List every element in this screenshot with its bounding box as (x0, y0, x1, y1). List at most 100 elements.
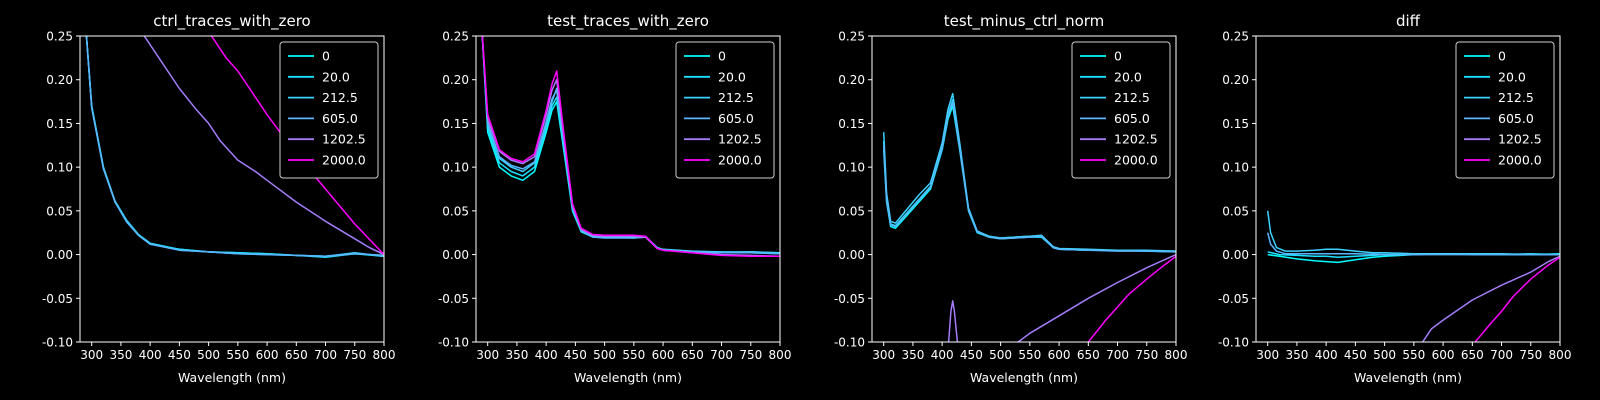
chart-title: test_minus_ctrl_norm (944, 12, 1105, 31)
y-tick-label: -0.05 (834, 292, 865, 306)
x-tick-label: 600 (652, 348, 675, 362)
plot-frame (1255, 35, 1561, 343)
y-tick-label: 0.05 (1222, 204, 1249, 218)
x-axis-label: Wavelength (nm) (1354, 370, 1462, 385)
y-tick-label: -0.10 (42, 336, 73, 350)
x-tick-label: 500 (197, 348, 220, 362)
x-tick-label: 650 (1077, 348, 1100, 362)
chart-title: test_traces_with_zero (547, 12, 709, 31)
x-tick-label: 750 (739, 348, 762, 362)
legend-entry: 0 (718, 49, 726, 64)
series-group (85, 36, 384, 258)
legend-entry: 212.5 (1498, 90, 1534, 105)
y-tick-label: -0.10 (438, 336, 469, 350)
series-line-1202.5 (947, 253, 1176, 342)
plot-frame (79, 35, 385, 343)
series-line-2000.0 (1474, 256, 1560, 342)
series-line-2000.0 (1087, 255, 1176, 342)
x-tick-label: 500 (1373, 348, 1396, 362)
y-tick-label: 0.20 (46, 73, 73, 87)
x-tick-label: 600 (1048, 348, 1071, 362)
series-line-1202.5 (1421, 255, 1560, 342)
chart-panel-4: 300 350 400 450 500 550 600 650 700 750 800 -0.10 -0… (1218, 12, 1572, 385)
y-tick-label: 0.25 (46, 30, 73, 44)
series-group (882, 92, 1176, 342)
y-tick-label: 0.15 (46, 117, 73, 131)
x-tick-label: 350 (1285, 348, 1308, 362)
x-tick-label: 300 (80, 348, 103, 362)
legend-entry: 605.0 (718, 111, 754, 126)
legend-entry: 212.5 (1114, 90, 1150, 105)
x-tick-label: 700 (314, 348, 337, 362)
x-tick-label: 700 (710, 348, 733, 362)
plot-frame (871, 35, 1177, 343)
x-tick-label: 400 (931, 348, 954, 362)
x-tick-label: 800 (373, 348, 396, 362)
legend-entry: 20.0 (718, 69, 746, 84)
x-tick-label: 750 (343, 348, 366, 362)
x-tick-label: 300 (476, 348, 499, 362)
x-tick-label: 650 (681, 348, 704, 362)
x-tick-label: 550 (226, 348, 249, 362)
x-axis-label: Wavelength (nm) (178, 370, 286, 385)
x-tick-label: 400 (139, 348, 162, 362)
x-tick-label: 450 (564, 348, 587, 362)
plot-frame (475, 35, 781, 343)
x-tick-label: 600 (1432, 348, 1455, 362)
x-tick-label: 750 (1135, 348, 1158, 362)
y-tick-label: 0.05 (838, 204, 865, 218)
x-tick-label: 450 (960, 348, 983, 362)
x-tick-label: 800 (1165, 348, 1188, 362)
legend-entry: 1202.5 (1114, 132, 1158, 147)
y-tick-label: 0.15 (838, 117, 865, 131)
series-line-2000.0 (210, 36, 384, 256)
legend: 0 20.0 212.5 605.0 1202.5 2000.0 (1071, 41, 1171, 179)
x-axis-label: Wavelength (nm) (970, 370, 1078, 385)
y-tick-label: 0.00 (1222, 248, 1249, 262)
x-tick-label: 550 (1018, 348, 1041, 362)
y-tick-label: 0.20 (1222, 73, 1249, 87)
legend: 0 20.0 212.5 605.0 1202.5 2000.0 (279, 41, 379, 179)
y-tick-label: 0.10 (1222, 161, 1249, 175)
x-tick-label: 450 (168, 348, 191, 362)
legend-entry: 20.0 (1114, 69, 1142, 84)
x-tick-label: 700 (1490, 348, 1513, 362)
legend-entry: 0 (1114, 49, 1122, 64)
x-axis-label: Wavelength (nm) (574, 370, 682, 385)
legend-entry: 2000.0 (718, 153, 762, 168)
y-tick-label: 0.20 (442, 73, 469, 87)
x-tick-label: 600 (256, 348, 279, 362)
x-tick-label: 500 (593, 348, 616, 362)
legend: 0 20.0 212.5 605.0 1202.5 2000.0 (1455, 41, 1555, 179)
legend-entry: 20.0 (322, 69, 350, 84)
x-tick-label: 650 (285, 348, 308, 362)
y-tick-label: 0.25 (838, 30, 865, 44)
x-tick-label: 400 (535, 348, 558, 362)
y-tick-label: 0.15 (442, 117, 469, 131)
y-tick-label: 0.05 (46, 204, 73, 218)
legend-entry: 2000.0 (1114, 153, 1158, 168)
series-line-605.0 (85, 36, 384, 258)
legend-entry: 605.0 (322, 111, 358, 126)
x-tick-label: 350 (109, 348, 132, 362)
legend-entry: 605.0 (1498, 111, 1534, 126)
y-tick-label: 0.10 (838, 161, 865, 175)
legend-entry: 2000.0 (322, 153, 366, 168)
legend-entry: 0 (322, 49, 330, 64)
y-tick-label: -0.05 (438, 292, 469, 306)
series-line-2000.0 (481, 36, 780, 258)
y-tick-label: 0.10 (46, 161, 73, 175)
series-group (481, 36, 780, 258)
series-line-605.0 (1266, 232, 1560, 256)
x-tick-label: 400 (1315, 348, 1338, 362)
legend-entry: 605.0 (1114, 111, 1150, 126)
x-tick-label: 800 (769, 348, 792, 362)
x-tick-label: 300 (872, 348, 895, 362)
x-tick-label: 650 (1461, 348, 1484, 362)
legend-entry: 1202.5 (322, 132, 366, 147)
y-tick-label: -0.10 (834, 336, 865, 350)
legend-entry: 212.5 (322, 90, 358, 105)
x-tick-label: 550 (622, 348, 645, 362)
y-tick-label: 0.25 (1222, 30, 1249, 44)
